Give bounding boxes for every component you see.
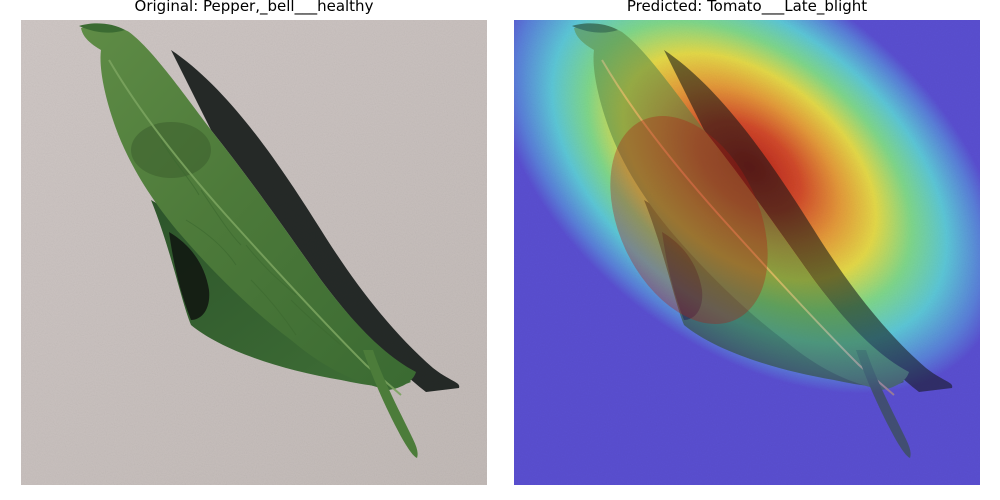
leaf-tip (79, 23, 125, 33)
predicted-title: Predicted: Tomato___Late_blight (626, 0, 868, 15)
leaf-veins (160, 139, 342, 346)
heatmap-hot-core (610, 116, 768, 324)
leaf-shadow (171, 50, 460, 392)
leaf-blade (81, 25, 416, 390)
leaf-stem (363, 350, 418, 458)
original-title: Original: Pepper,_bell___healthy (134, 0, 374, 15)
original-image (21, 20, 487, 485)
heatmap-image (514, 20, 980, 485)
fold-shadow (169, 232, 210, 320)
leaf-overlay (572, 23, 953, 458)
